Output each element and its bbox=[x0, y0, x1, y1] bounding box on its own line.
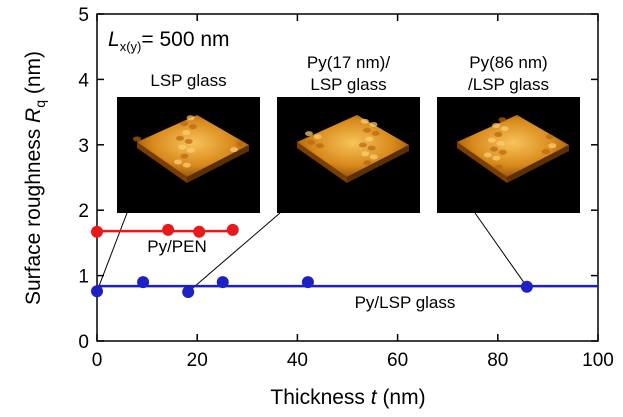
afm-grain bbox=[546, 134, 554, 139]
afm-grain bbox=[182, 130, 190, 135]
data-point bbox=[193, 226, 205, 238]
afm-grain bbox=[176, 136, 184, 141]
afm-grain bbox=[189, 124, 197, 129]
afm-grain bbox=[174, 159, 182, 164]
y-tick-label: 1 bbox=[78, 267, 89, 288]
inset-connector bbox=[475, 213, 527, 287]
afm-grain bbox=[236, 141, 244, 146]
afm-grain bbox=[133, 137, 141, 142]
afm-grain bbox=[363, 160, 371, 165]
data-point bbox=[521, 281, 533, 293]
afm-grain bbox=[363, 128, 371, 133]
afm-grain bbox=[361, 151, 369, 156]
annotation: Lx(y)= 500 nm bbox=[108, 28, 230, 54]
afm-grain bbox=[187, 148, 195, 153]
data-point bbox=[227, 224, 239, 236]
afm-grain bbox=[180, 121, 188, 126]
inset-label: LSP glass bbox=[310, 75, 386, 94]
data-point bbox=[162, 224, 174, 236]
afm-grain bbox=[494, 132, 502, 137]
afm-grain bbox=[492, 156, 500, 161]
y-tick-label: 4 bbox=[78, 70, 89, 91]
afm-grain bbox=[368, 146, 376, 151]
afm-grain bbox=[230, 147, 238, 152]
afm-inset bbox=[277, 97, 420, 213]
y-tick-label: 0 bbox=[78, 332, 89, 353]
x-tick-label: 100 bbox=[582, 350, 614, 371]
afm-grain bbox=[548, 143, 556, 148]
afm-grain bbox=[314, 134, 322, 139]
x-axis-label: Thickness t (nm) bbox=[270, 386, 425, 409]
data-point bbox=[91, 285, 103, 297]
afm-grain bbox=[361, 119, 369, 124]
afm-grain bbox=[187, 115, 195, 120]
y-tick-label: 2 bbox=[78, 201, 89, 222]
x-tick-label: 0 bbox=[92, 350, 103, 371]
y-tick-label: 3 bbox=[78, 136, 89, 157]
afm-grain bbox=[492, 123, 500, 128]
afm-grain bbox=[499, 150, 507, 155]
afm-grain bbox=[484, 152, 492, 157]
x-tick-label: 80 bbox=[487, 350, 508, 371]
data-point bbox=[302, 276, 314, 288]
afm-grain bbox=[542, 149, 550, 154]
afm-grain bbox=[365, 137, 373, 142]
afm-grain bbox=[370, 155, 378, 160]
afm-inset bbox=[117, 97, 260, 213]
data-point bbox=[217, 276, 229, 288]
x-tick-label: 20 bbox=[187, 350, 208, 371]
data-point bbox=[137, 276, 149, 288]
inset-label: LSP glass bbox=[150, 71, 226, 90]
chart: Lx(y)= 500 nm Thickness t (nm) Surface r… bbox=[0, 0, 623, 417]
afm-grain bbox=[495, 165, 503, 170]
inset-label: Py(86 nm) bbox=[469, 53, 547, 72]
afm-grain bbox=[490, 147, 498, 152]
series-label: Py/PEN bbox=[147, 237, 207, 256]
afm-grain bbox=[181, 154, 189, 159]
afm-grain bbox=[497, 141, 505, 146]
data-point bbox=[182, 286, 194, 298]
afm-grain bbox=[359, 142, 367, 147]
y-axis-label: Surface roughness Rq (nm) bbox=[22, 51, 48, 305]
afm-grain bbox=[488, 138, 496, 143]
x-tick-label: 60 bbox=[387, 350, 408, 371]
afm-grain bbox=[501, 126, 509, 131]
afm-grain bbox=[178, 145, 186, 150]
afm-grain bbox=[316, 143, 324, 148]
afm-grain bbox=[372, 131, 380, 136]
afm-grain bbox=[307, 140, 315, 145]
y-tick-label: 5 bbox=[78, 5, 89, 26]
inset-connector bbox=[97, 213, 127, 291]
afm-grain bbox=[305, 131, 313, 136]
afm-grain bbox=[498, 117, 506, 122]
afm-grain bbox=[183, 163, 191, 168]
inset-label: Py(17 nm)/ bbox=[307, 53, 390, 72]
series-label: Py/LSP glass bbox=[355, 293, 456, 312]
x-tick-label: 40 bbox=[287, 350, 308, 371]
inset-label: /LSP glass bbox=[468, 75, 549, 94]
data-point bbox=[91, 226, 103, 238]
afm-grain bbox=[369, 122, 377, 127]
afm-grain bbox=[185, 139, 193, 144]
afm-inset bbox=[437, 97, 580, 213]
